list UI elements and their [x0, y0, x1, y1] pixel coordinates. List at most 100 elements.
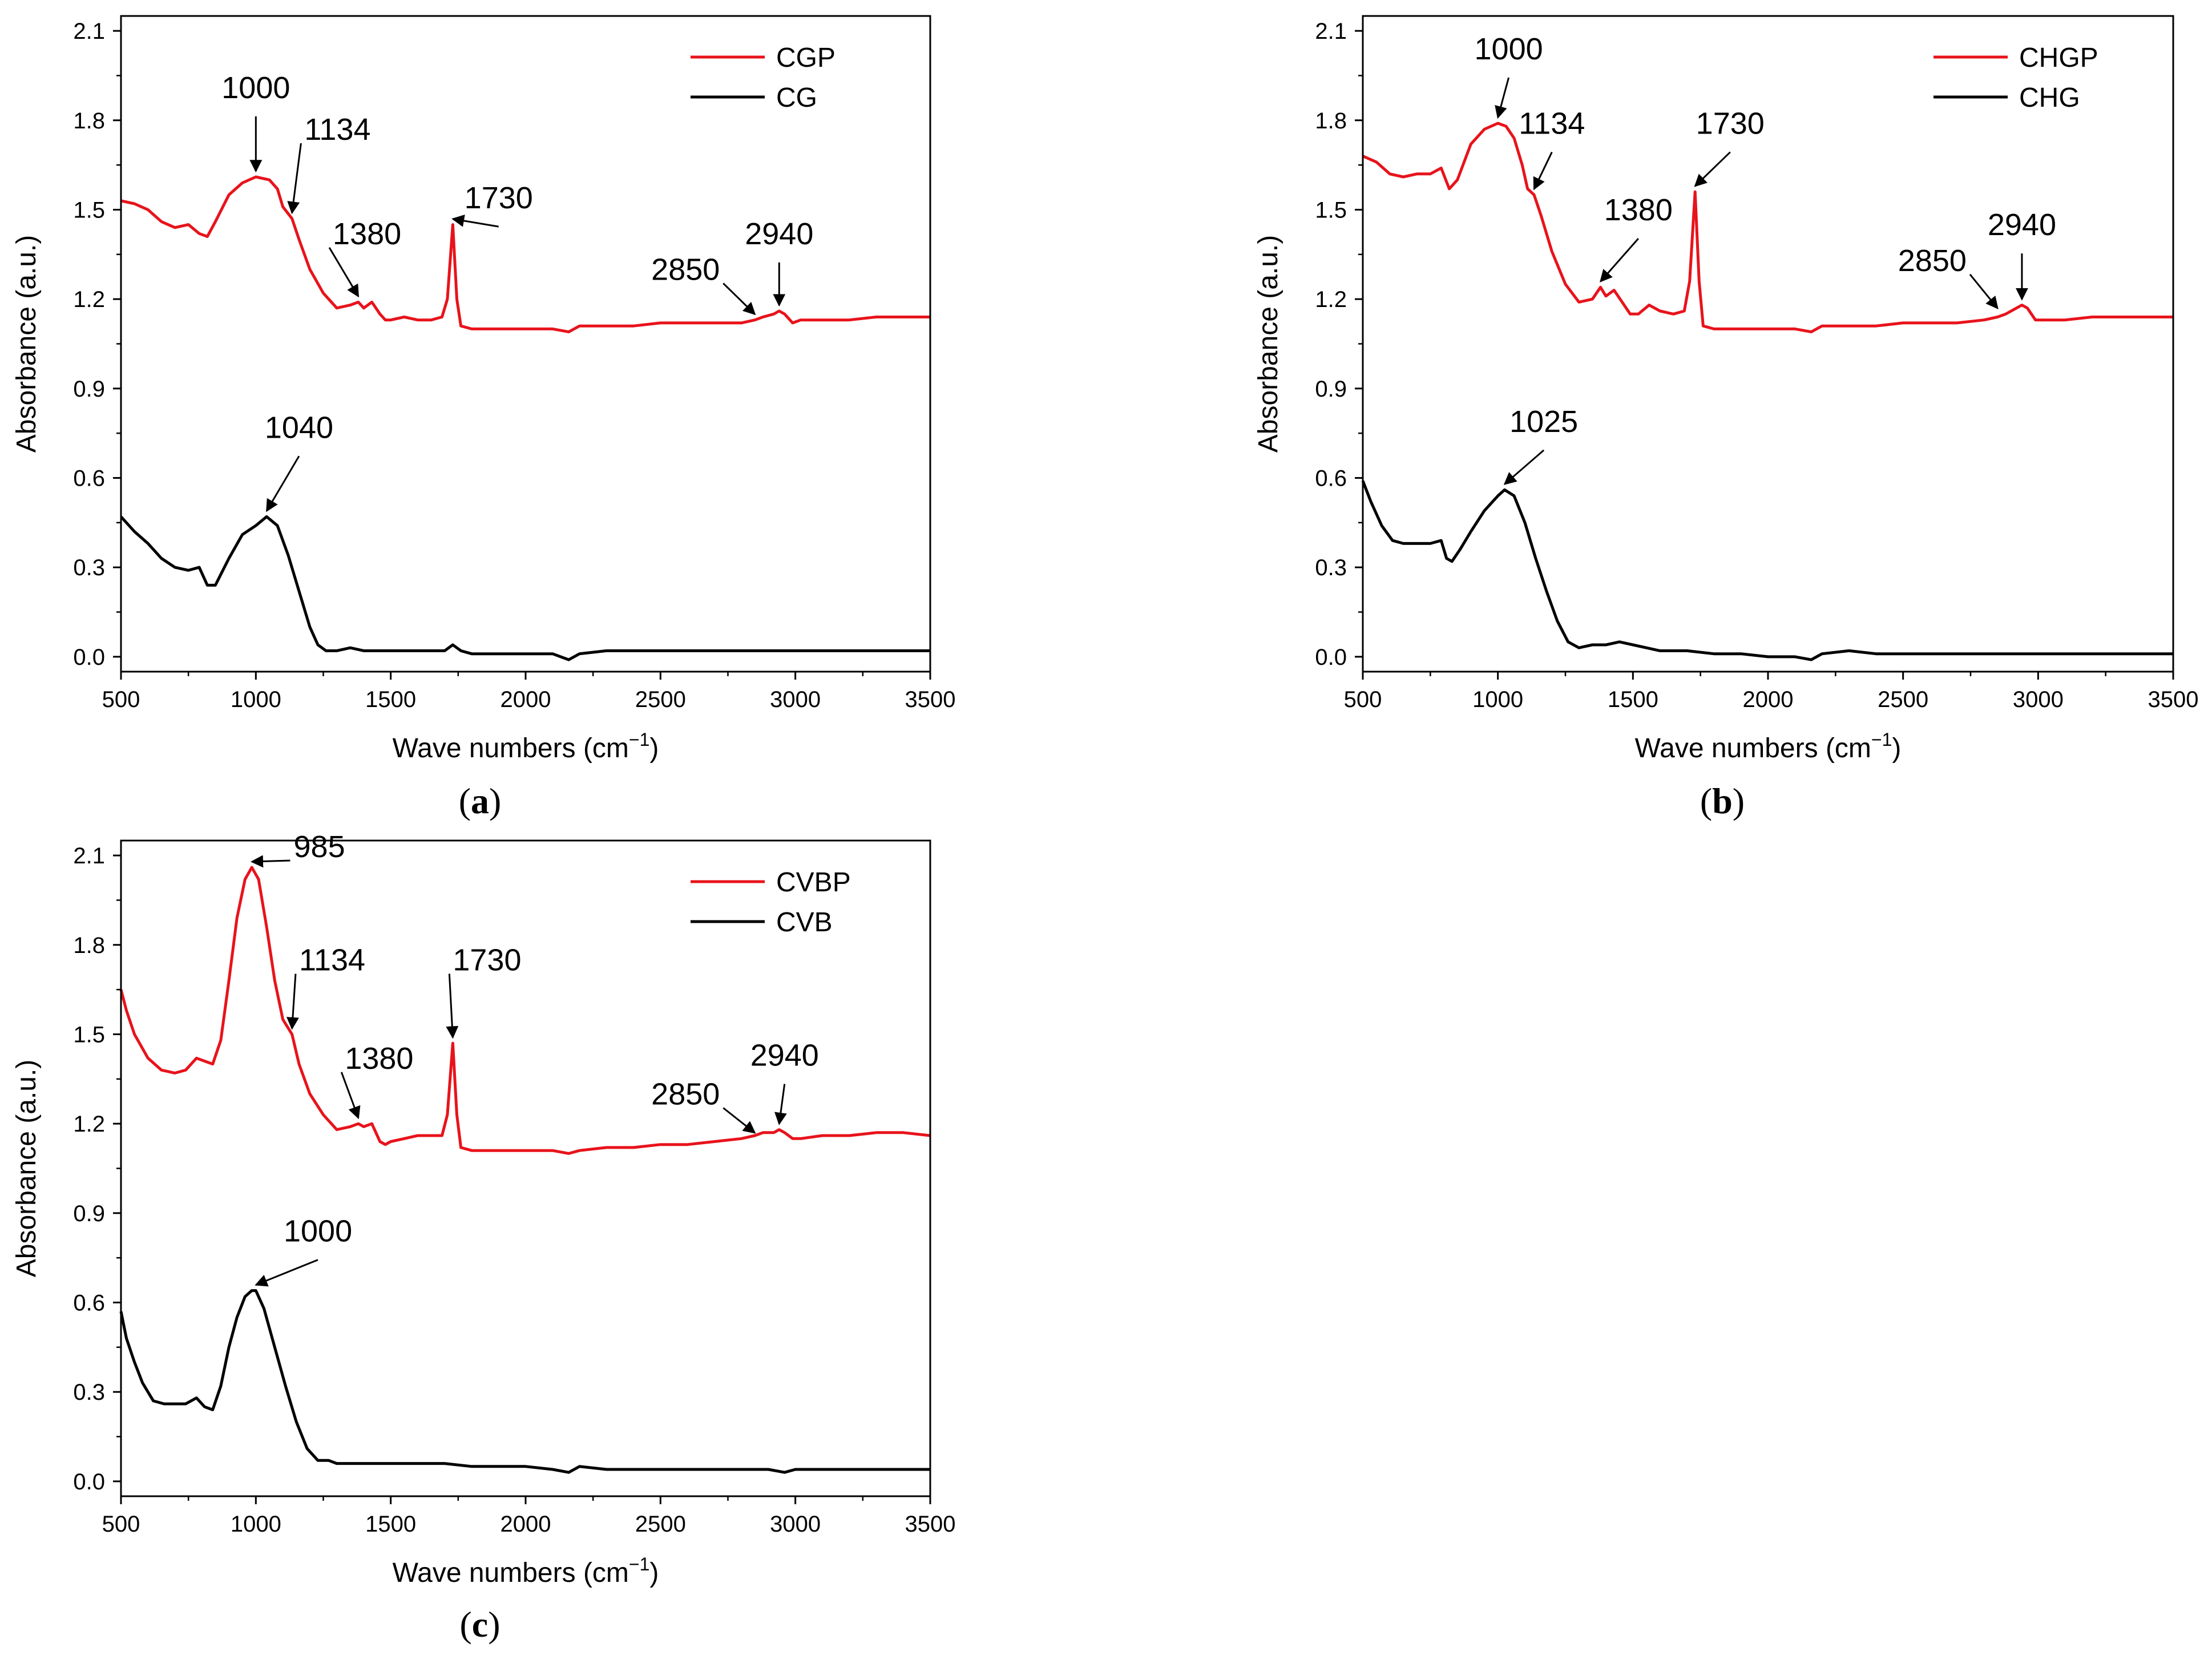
legend-label-cvbp: CVBP [776, 867, 851, 898]
peak-arrow [1969, 273, 1999, 309]
plot-frame [120, 15, 931, 673]
y-tick-label: 0.6 [73, 466, 105, 491]
y-tick-label: 1.5 [73, 197, 105, 223]
peak-label-1000: 1000 [284, 1214, 352, 1249]
peak-label-1380: 1380 [1604, 193, 1673, 227]
y-axis-title: Absorbance (a.u.) [11, 1060, 42, 1278]
peak-label-1730: 1730 [1696, 107, 1765, 141]
y-tick-label: 1.8 [1315, 108, 1347, 134]
y-tick-label: 0.0 [1315, 645, 1347, 670]
series-line-cvb [119, 1289, 930, 1474]
peak-label-1730: 1730 [453, 943, 521, 977]
peak-label-1040: 1040 [265, 410, 333, 445]
peak-label-2850: 2850 [1898, 244, 1967, 278]
peak-label-1380: 1380 [345, 1041, 413, 1076]
y-tick-label: 1.2 [1315, 287, 1347, 312]
x-tick-label: 2500 [635, 687, 686, 712]
y-tick-label: 0.9 [73, 377, 105, 402]
y-tick-label: 0.0 [73, 1469, 105, 1495]
peak-arrow [722, 282, 756, 316]
x-tick-label: 1000 [231, 1512, 281, 1537]
chart-panel-a: 500 1000 1500 2000 2500 3000 3500 0.0 0.3 0.6 0.9 1… [11, 15, 956, 821]
x-tick-label: 3000 [770, 687, 821, 712]
panel-label: (c) [459, 1604, 500, 1645]
y-tick-label: 0.3 [73, 1380, 105, 1405]
y-tick-label: 1.5 [1315, 197, 1347, 223]
x-tick-label: 1500 [1608, 687, 1658, 712]
y-tick-label: 1.8 [73, 933, 105, 958]
peak-label-1730: 1730 [465, 181, 533, 215]
peak-label-2940: 2940 [750, 1039, 819, 1073]
peak-label-1000: 1000 [221, 71, 290, 105]
legend-label-chgp: CHGP [2019, 43, 2098, 73]
x-tick-label: 3500 [905, 687, 956, 712]
peak-arrow [255, 1259, 318, 1287]
y-tick-label: 0.6 [1315, 466, 1347, 491]
x-tick-label: 1500 [365, 687, 416, 712]
peak-label-1025: 1025 [1509, 405, 1578, 439]
y-axis-title: Absorbance (a.u.) [11, 235, 42, 453]
x-axis-title: Wave numbers (cm−1) [1635, 729, 1902, 764]
y-tick-label: 0.9 [73, 1201, 105, 1226]
y-tick-label: 2.1 [73, 843, 105, 869]
y-tick-label: 1.5 [73, 1022, 105, 1047]
y-tick-label: 2.1 [1315, 19, 1347, 44]
peak-arrow [1533, 151, 1553, 191]
x-tick-label: 3500 [2148, 687, 2199, 712]
plot-frame [1362, 15, 2174, 673]
series-line-cvbp [119, 866, 931, 1155]
peak-arrow [286, 974, 299, 1030]
legend-label-cvb: CVB [776, 907, 833, 938]
x-tick-label: 1000 [231, 687, 281, 712]
peak-arrow [287, 143, 302, 215]
x-tick-label: 3500 [905, 1512, 956, 1537]
x-axis-title: Wave numbers (cm−1) [393, 729, 659, 764]
chart-panel-c: 500 1000 1500 2000 2500 3000 3500 0.0 0.3 0.6 0.9 1… [11, 830, 955, 1645]
x-tick-label: 3000 [2013, 687, 2064, 712]
series-line-chg [1361, 480, 2173, 661]
x-tick-label: 1500 [365, 1512, 416, 1537]
series-line-cg [120, 515, 930, 661]
series-line-chgp [1362, 122, 2173, 334]
legend-label-cg: CG [776, 83, 817, 113]
x-axis-title: Wave numbers (cm−1) [393, 1554, 659, 1588]
peak-label-1134: 1134 [1519, 107, 1585, 141]
y-tick-label: 1.2 [73, 1112, 105, 1137]
plot-frame [120, 839, 931, 1497]
peak-label-2850: 2850 [651, 252, 720, 286]
peak-arrow [265, 455, 300, 512]
x-tick-label: 500 [102, 1512, 140, 1537]
y-axis-title: Absorbance (a.u.) [1253, 235, 1283, 453]
x-tick-label: 2000 [500, 687, 551, 712]
peak-arrow [451, 215, 499, 228]
y-tick-label: 0.6 [73, 1291, 105, 1316]
peak-arrow [1694, 151, 1731, 187]
y-tick-label: 1.2 [73, 287, 105, 312]
peak-arrow [446, 974, 459, 1039]
x-tick-label: 1000 [1472, 687, 1523, 712]
x-tick-label: 3000 [770, 1512, 821, 1537]
series-line-cgp [120, 175, 930, 334]
legend-label-cgp: CGP [776, 43, 835, 73]
peak-label-1380: 1380 [333, 217, 401, 251]
peak-arrow [722, 1107, 756, 1134]
x-tick-label: 500 [1344, 687, 1382, 712]
legend-label-chg: CHG [2019, 83, 2080, 113]
x-tick-label: 2000 [1743, 687, 1794, 712]
peak-label-1134: 1134 [304, 112, 370, 147]
peak-label-2850: 2850 [651, 1077, 720, 1111]
panel-label: (b) [1700, 781, 1745, 821]
y-tick-label: 2.1 [73, 19, 105, 44]
chart-panel-b: 500 1000 1500 2000 2500 3000 3500 0.0 0.3 0.6 0.9 1… [1253, 15, 2199, 821]
peak-arrow [1503, 449, 1545, 485]
peak-label-985: 985 [294, 830, 345, 864]
panel-label: (a) [459, 781, 502, 821]
peak-arrow [251, 855, 290, 868]
x-tick-label: 2500 [635, 1512, 686, 1537]
x-tick-label: 500 [102, 687, 140, 712]
peak-label-1134: 1134 [299, 943, 365, 977]
y-tick-label: 0.3 [1315, 555, 1347, 580]
y-tick-label: 0.3 [73, 555, 105, 580]
peak-label-2940: 2940 [1988, 208, 2056, 242]
